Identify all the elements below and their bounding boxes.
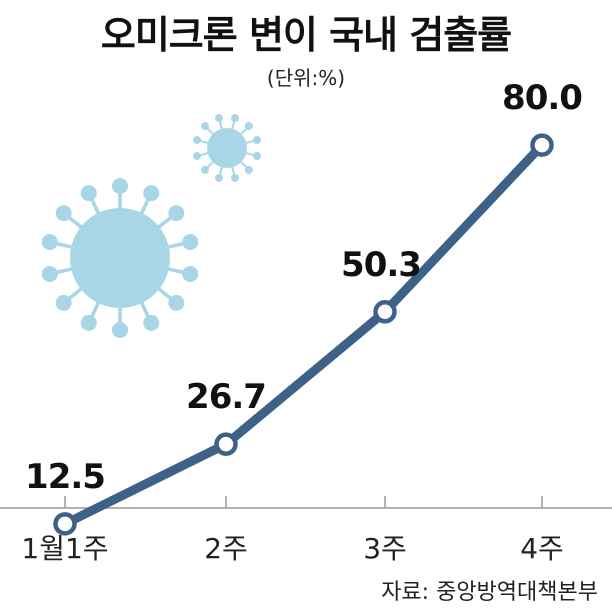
- virus-large-icon: [41, 178, 199, 338]
- value-label-1: 12.5: [25, 457, 105, 497]
- series-line: [60, 140, 547, 529]
- category-labels: 1월1주 2주 3주 4주: [21, 532, 563, 565]
- value-labels: 12.5 26.7 50.3 80.0: [25, 78, 583, 497]
- data-point-2: [214, 432, 238, 456]
- data-point-4: [530, 133, 554, 157]
- unit-label: (단위:%): [266, 66, 346, 90]
- category-label-4: 4주: [520, 532, 564, 565]
- virus-small-icon: [193, 114, 261, 182]
- category-label-3: 3주: [363, 532, 407, 565]
- source-note: 자료: 중앙방역대책본부: [381, 580, 598, 605]
- chart-title: 오미크론 변이 국내 검출률: [100, 13, 512, 57]
- value-label-3: 50.3: [341, 245, 421, 285]
- category-label-1: 1월1주: [21, 532, 108, 565]
- detection-rate-series: [53, 133, 554, 536]
- value-label-4: 80.0: [502, 78, 582, 118]
- category-label-2: 2주: [204, 532, 248, 565]
- virus-illustrations: [41, 114, 261, 338]
- value-label-2: 26.7: [186, 377, 266, 417]
- data-point-3: [373, 300, 397, 324]
- data-point-1: [53, 512, 77, 536]
